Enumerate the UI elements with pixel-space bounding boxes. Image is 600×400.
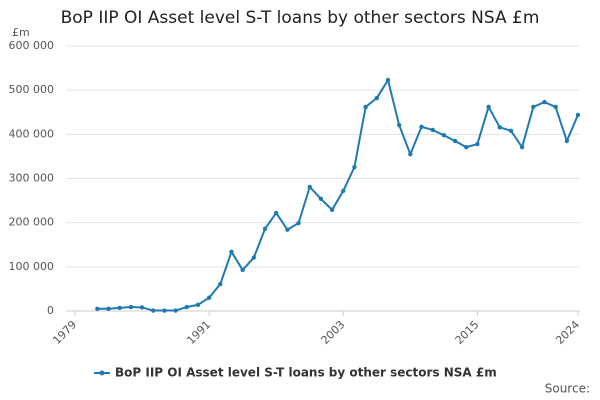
- data-point: [318, 196, 324, 202]
- data-point: [151, 308, 156, 313]
- x-tick-label: 1991: [184, 318, 213, 347]
- data-point: [531, 104, 536, 110]
- data-point: [95, 306, 100, 311]
- data-point: [475, 141, 480, 147]
- data-point: [497, 125, 502, 130]
- data-point: [128, 304, 134, 310]
- y-tick-label: 300 000: [9, 172, 55, 185]
- data-point: [519, 144, 525, 150]
- data-point: [307, 184, 312, 190]
- data-point: [564, 138, 570, 144]
- data-point: [341, 188, 346, 194]
- data-point: [195, 302, 201, 308]
- legend-marker: [99, 370, 105, 376]
- data-point: [262, 226, 268, 232]
- data-point: [575, 112, 581, 118]
- x-tick-label: 2003: [319, 318, 348, 347]
- data-point: [139, 305, 145, 310]
- data-point: [117, 305, 122, 311]
- legend-label: BoP IIP OI Asset level S-T loans by othe…: [115, 366, 497, 380]
- data-point: [240, 267, 245, 273]
- data-point: [452, 138, 458, 144]
- data-point: [486, 104, 491, 110]
- data-point: [385, 77, 391, 83]
- data-point: [206, 295, 212, 300]
- data-point: [374, 95, 379, 101]
- data-point: [508, 128, 514, 133]
- data-point: [218, 281, 223, 287]
- data-point: [162, 308, 167, 313]
- data-point: [464, 144, 469, 150]
- y-tick-label: 600 000: [9, 39, 55, 52]
- y-tick-label: 400 000: [9, 127, 55, 140]
- data-point: [553, 104, 558, 110]
- y-axis-label: £m: [12, 26, 30, 39]
- data-point: [352, 164, 357, 170]
- data-point: [285, 227, 290, 232]
- x-tick-label: 1979: [50, 318, 79, 347]
- data-point: [296, 220, 301, 226]
- series-line: [97, 77, 579, 312]
- data-point: [173, 308, 178, 313]
- x-tick-label: 2024: [553, 318, 582, 347]
- y-tick-label: 0: [47, 304, 54, 317]
- chart-title: BoP IIP OI Asset level S-T loans by othe…: [61, 8, 540, 28]
- data-point: [363, 104, 368, 110]
- source: Source:: [545, 382, 590, 396]
- data-point: [542, 99, 547, 105]
- y-tick-label: 100 000: [9, 260, 55, 273]
- data-point: [184, 304, 189, 310]
- data-point: [408, 152, 413, 157]
- x-tick-label: 2015: [453, 318, 482, 347]
- data-point: [396, 122, 402, 128]
- data-point: [106, 306, 111, 311]
- data-point: [441, 133, 447, 138]
- data-point: [419, 124, 424, 130]
- data-point: [229, 249, 234, 255]
- y-tick-label: 200 000: [9, 216, 55, 229]
- data-point: [430, 127, 435, 133]
- data-point: [329, 207, 335, 213]
- y-tick-label: 500 000: [9, 83, 55, 96]
- data-point: [274, 210, 279, 216]
- data-point: [251, 255, 257, 260]
